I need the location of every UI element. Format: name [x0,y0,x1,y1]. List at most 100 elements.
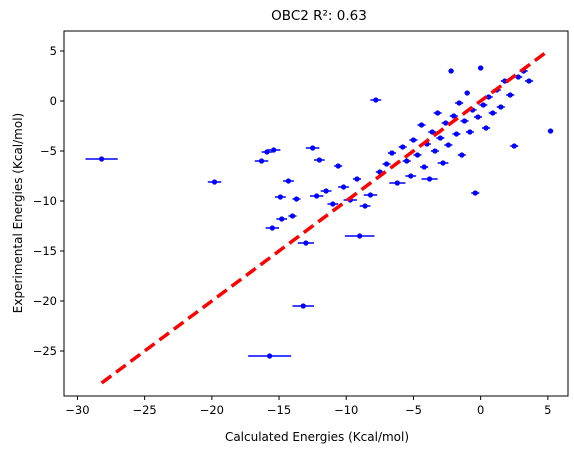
data-point [309,193,324,199]
point-marker [211,179,218,185]
point-marker [464,90,470,96]
reference-line [100,49,549,385]
data-point [417,122,426,128]
data-point [444,142,453,148]
point-marker [472,190,478,196]
data-point [363,192,378,198]
data-point [334,163,343,169]
data-point [266,147,281,153]
data-point [359,203,371,209]
x-tick-label: 0 [477,403,484,417]
data-point [428,129,437,135]
point-marker [467,129,473,135]
data-point [265,225,280,231]
point-marker [362,203,368,209]
data-point [413,152,422,158]
data-point [420,164,429,170]
data-point [305,145,320,151]
point-marker [357,233,363,239]
y-tick-label: 5 [50,44,57,58]
data-point [297,240,314,246]
point-marker [400,144,406,150]
point-marker [289,213,296,219]
y-tick-label: −15 [33,244,57,258]
point-marker [547,128,554,134]
data-point [471,190,480,196]
point-marker [498,104,504,110]
point-marker [456,100,462,106]
data-point [488,110,497,116]
data-point [547,128,554,134]
point-marker [335,163,341,169]
point-marker [440,160,446,166]
point-marker [340,184,347,190]
point-marker [300,303,306,309]
data-point [275,194,286,200]
data-point [481,125,491,131]
point-marker [310,145,316,151]
point-marker [323,188,329,194]
point-marker [483,125,489,131]
y-axis-title: Experimental Energies (Kcal/mol) [11,113,25,313]
data-point [207,179,222,185]
point-marker [453,131,460,137]
data-point [460,118,469,124]
data-point [85,156,118,162]
x-tick-label: 5 [544,403,551,417]
point-marker [451,113,457,119]
point-marker [432,148,438,154]
point-marker [475,114,481,120]
data-point [436,135,445,141]
point-marker [443,120,449,126]
point-marker [389,150,395,156]
y-tick-label: −10 [33,194,57,208]
axes: −30 −25 −20 −15 −10 −5 0 5 −25 −20 −15 −10 −5 0 5 [33,30,569,417]
data-point [387,150,396,156]
point-marker [279,216,285,222]
data-point [421,176,438,182]
data-point [338,184,349,190]
data-point [465,129,474,135]
data-point [283,178,294,184]
plot-background [64,31,568,396]
point-marker [303,240,309,246]
point-marker [421,164,427,170]
data-point [430,148,439,154]
point-marker [486,94,492,100]
point-marker [394,180,400,186]
point-marker [480,102,486,108]
point-marker [271,147,277,153]
point-marker [507,92,513,98]
point-marker [414,152,421,158]
data-point [524,78,534,84]
point-marker [526,78,532,84]
point-marker [293,196,300,202]
chart-title: OBC2 R²: 0.63 [271,8,367,24]
x-tick-label: −30 [65,403,89,417]
data-point [448,68,454,74]
data-point [248,353,292,359]
data-point [382,161,391,167]
point-marker [383,161,390,167]
point-marker [367,192,374,198]
y-tick-label: −5 [40,144,57,158]
point-marker [285,178,292,184]
data-point [405,173,417,179]
point-marker [314,193,320,199]
data-point [510,143,519,149]
y-tick-label: −25 [33,344,57,358]
point-marker [316,157,322,163]
data-point [320,188,332,194]
data-point [452,131,461,137]
point-marker [373,97,379,103]
point-marker [269,225,275,231]
point-marker [448,68,454,74]
reference-line-layer [100,49,549,385]
point-marker [461,118,468,124]
data-point [506,92,515,98]
data-point [327,201,339,207]
data-point [389,180,406,186]
point-marker [99,156,105,162]
point-marker [408,173,414,179]
